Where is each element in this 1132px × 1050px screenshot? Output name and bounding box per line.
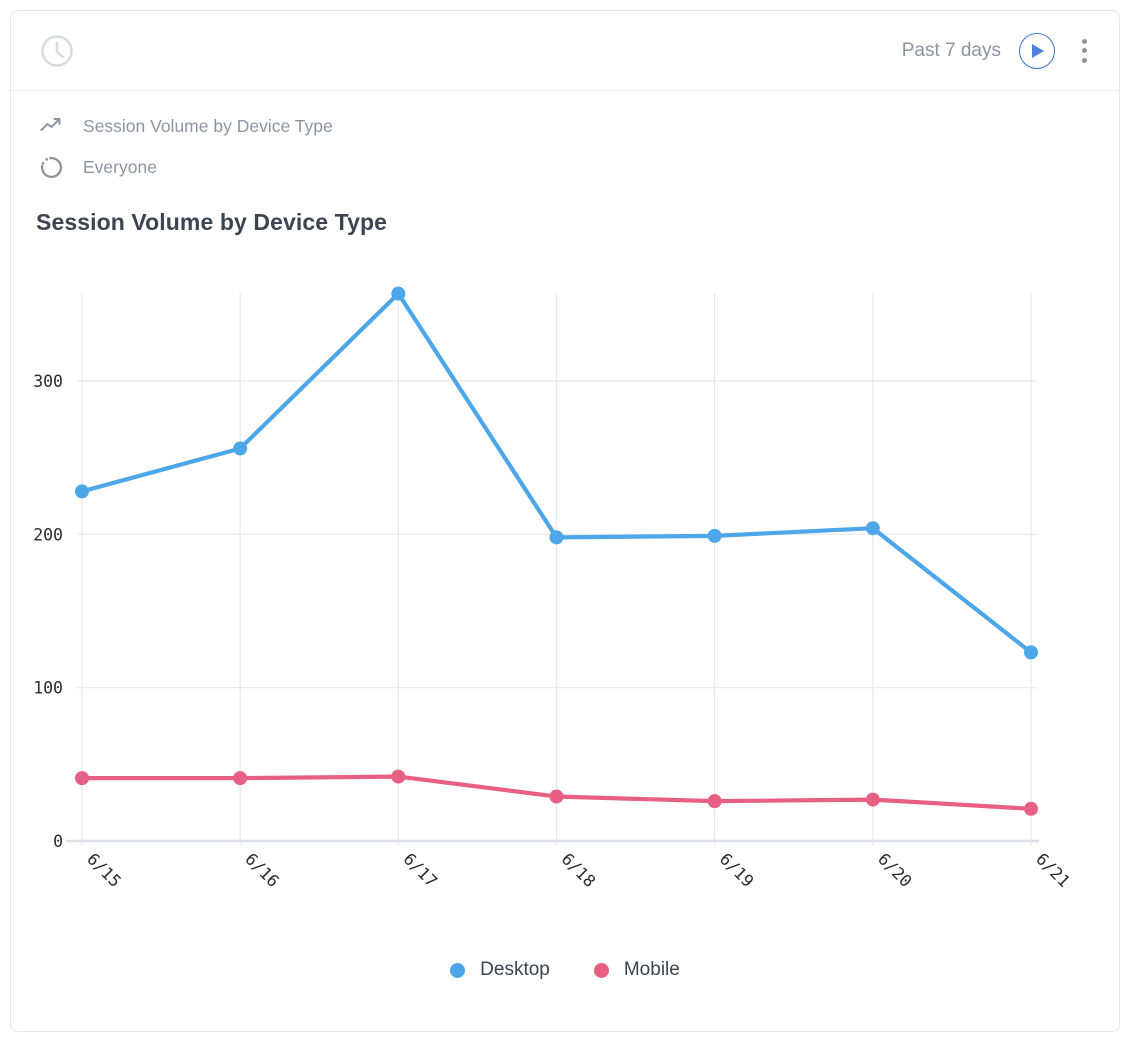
svg-text:6/20: 6/20 xyxy=(874,849,916,891)
legend-label-desktop: Desktop xyxy=(480,959,550,980)
audience-row: Everyone xyxy=(11,155,1119,179)
line-chart-canvas[interactable]: 0 100 200 300 6/15 6/16 6/17 6/18 6/19 6/20 6/21 xyxy=(11,271,1121,921)
svg-text:100: 100 xyxy=(33,679,63,698)
kebab-menu-button[interactable] xyxy=(1076,34,1093,68)
clock-icon xyxy=(40,34,74,68)
legend-item-desktop[interactable]: Desktop xyxy=(450,959,550,981)
svg-text:6/15: 6/15 xyxy=(83,849,125,891)
svg-text:300: 300 xyxy=(33,372,63,391)
play-icon xyxy=(1029,42,1045,60)
play-button[interactable] xyxy=(1019,32,1055,69)
kebab-dot xyxy=(1082,57,1087,63)
desktop-legend-dot xyxy=(450,962,466,978)
chart-type-row: Session Volume by Device Type xyxy=(11,114,1119,138)
line-chart-icon xyxy=(39,114,64,138)
chart-legend: Desktop Mobile xyxy=(11,959,1119,981)
svg-text:6/16: 6/16 xyxy=(241,849,283,891)
widget-body: Session Volume by Device Type Everyone S… xyxy=(11,91,1119,981)
legend-item-mobile[interactable]: Mobile xyxy=(593,959,680,981)
svg-text:6/19: 6/19 xyxy=(716,849,758,891)
kebab-dot xyxy=(1082,48,1087,53)
svg-text:200: 200 xyxy=(33,525,63,544)
chart-title: Session Volume by Device Type xyxy=(36,209,388,235)
svg-text:6/18: 6/18 xyxy=(558,849,600,891)
everyone-icon xyxy=(39,155,64,180)
svg-text:6/17: 6/17 xyxy=(400,849,442,891)
date-range-selector[interactable]: Past 7 days xyxy=(901,39,1001,61)
widget-header: Past 7 days xyxy=(11,11,1119,91)
svg-text:6/21: 6/21 xyxy=(1032,849,1074,891)
legend-label-mobile: Mobile xyxy=(623,959,680,980)
svg-text:0: 0 xyxy=(53,832,63,851)
audience-label: Everyone xyxy=(83,156,157,177)
chart-widget-card: Past 7 days Session Volume by Device Typ… xyxy=(10,10,1120,1032)
chart-type-label: Session Volume by Device Type xyxy=(83,115,333,136)
kebab-dot xyxy=(1082,38,1087,44)
mobile-legend-dot xyxy=(593,962,609,978)
